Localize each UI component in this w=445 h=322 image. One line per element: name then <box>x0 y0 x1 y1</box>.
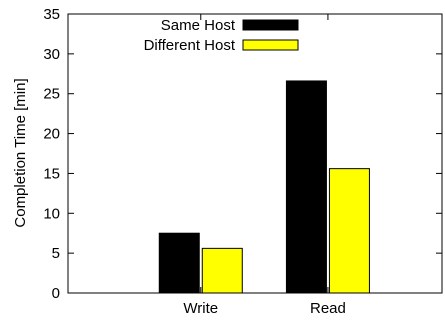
y-tick-label: 0 <box>52 285 60 302</box>
plot-frame <box>67 13 443 294</box>
bar-same-host-write <box>158 232 200 294</box>
x-category-label: Read <box>310 300 346 317</box>
legend-swatch <box>242 39 299 51</box>
y-tick-label: 10 <box>43 205 60 222</box>
y-axis-title: Completion Time [min] <box>12 78 29 227</box>
legend: Same Host Different Host <box>144 17 299 54</box>
x-category-label: Write <box>183 300 218 317</box>
legend-label: Same Host <box>161 17 236 34</box>
bar-same-host-read <box>285 80 327 294</box>
bar-different-host-write <box>201 247 243 294</box>
ticks-layer: 0 5 10 15 20 25 30 35 Write Read <box>43 6 442 317</box>
y-tick-label: 15 <box>43 165 60 182</box>
bar-different-host-read <box>328 168 370 294</box>
y-tick-label: 25 <box>43 86 60 103</box>
y-tick-label: 30 <box>43 46 60 63</box>
legend-label: Different Host <box>144 37 236 54</box>
y-tick-label: 35 <box>43 6 60 23</box>
bars-layer <box>158 80 370 294</box>
y-tick-label: 20 <box>43 126 60 143</box>
y-tick-label: 5 <box>52 245 60 262</box>
legend-swatch <box>242 19 299 31</box>
